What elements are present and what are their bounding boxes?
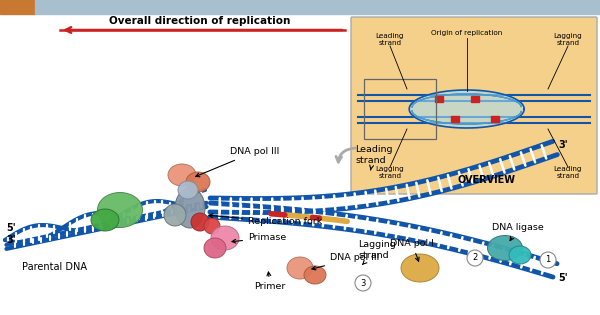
Text: Parental DNA: Parental DNA — [23, 262, 88, 272]
Ellipse shape — [401, 254, 439, 282]
Ellipse shape — [178, 181, 198, 199]
Bar — [35, 0, 600, 14]
Text: 3': 3' — [6, 235, 16, 245]
Text: Leading
strand: Leading strand — [376, 33, 404, 46]
Text: 5': 5' — [6, 223, 16, 233]
Text: Lagging
strand: Lagging strand — [358, 240, 396, 265]
Polygon shape — [409, 90, 524, 128]
Text: 3: 3 — [361, 278, 365, 288]
Text: Primer: Primer — [254, 272, 286, 291]
Text: DNA pol I: DNA pol I — [390, 239, 434, 261]
Text: 1: 1 — [545, 255, 551, 265]
Ellipse shape — [191, 213, 209, 231]
Ellipse shape — [287, 257, 313, 279]
Text: Leading
strand: Leading strand — [355, 145, 392, 170]
Circle shape — [355, 275, 371, 291]
Text: Origin of replication: Origin of replication — [431, 30, 502, 36]
Text: DNA pol III: DNA pol III — [196, 147, 280, 177]
Bar — [470, 96, 479, 102]
Bar — [491, 116, 499, 122]
Text: Lagging
strand: Lagging strand — [554, 33, 583, 46]
Ellipse shape — [204, 238, 226, 258]
Text: Replication fork: Replication fork — [209, 214, 322, 226]
Bar — [434, 96, 443, 102]
Text: 2: 2 — [472, 254, 478, 262]
Bar — [0, 0, 35, 14]
Ellipse shape — [204, 218, 220, 234]
Text: Leading
strand: Leading strand — [554, 166, 582, 179]
Ellipse shape — [164, 204, 186, 226]
Ellipse shape — [97, 192, 143, 227]
FancyBboxPatch shape — [351, 17, 597, 194]
Text: DNA pol III: DNA pol III — [312, 254, 379, 270]
Text: Lagging
strand: Lagging strand — [376, 166, 404, 179]
Text: 3': 3' — [558, 140, 568, 150]
Circle shape — [467, 250, 483, 266]
Circle shape — [540, 252, 556, 268]
Text: Overall direction of replication: Overall direction of replication — [109, 16, 290, 26]
Ellipse shape — [175, 188, 205, 228]
Ellipse shape — [509, 246, 531, 264]
Text: 5': 5' — [558, 273, 568, 283]
Bar — [451, 116, 458, 122]
Ellipse shape — [91, 209, 119, 231]
Ellipse shape — [211, 226, 239, 250]
Ellipse shape — [168, 164, 196, 186]
Ellipse shape — [304, 266, 326, 284]
Bar — [364, 79, 436, 139]
Ellipse shape — [487, 236, 523, 261]
Text: OVERVIEW: OVERVIEW — [458, 175, 515, 185]
Text: DNA ligase: DNA ligase — [492, 224, 544, 241]
Ellipse shape — [186, 172, 210, 192]
Text: Primase: Primase — [232, 233, 286, 243]
